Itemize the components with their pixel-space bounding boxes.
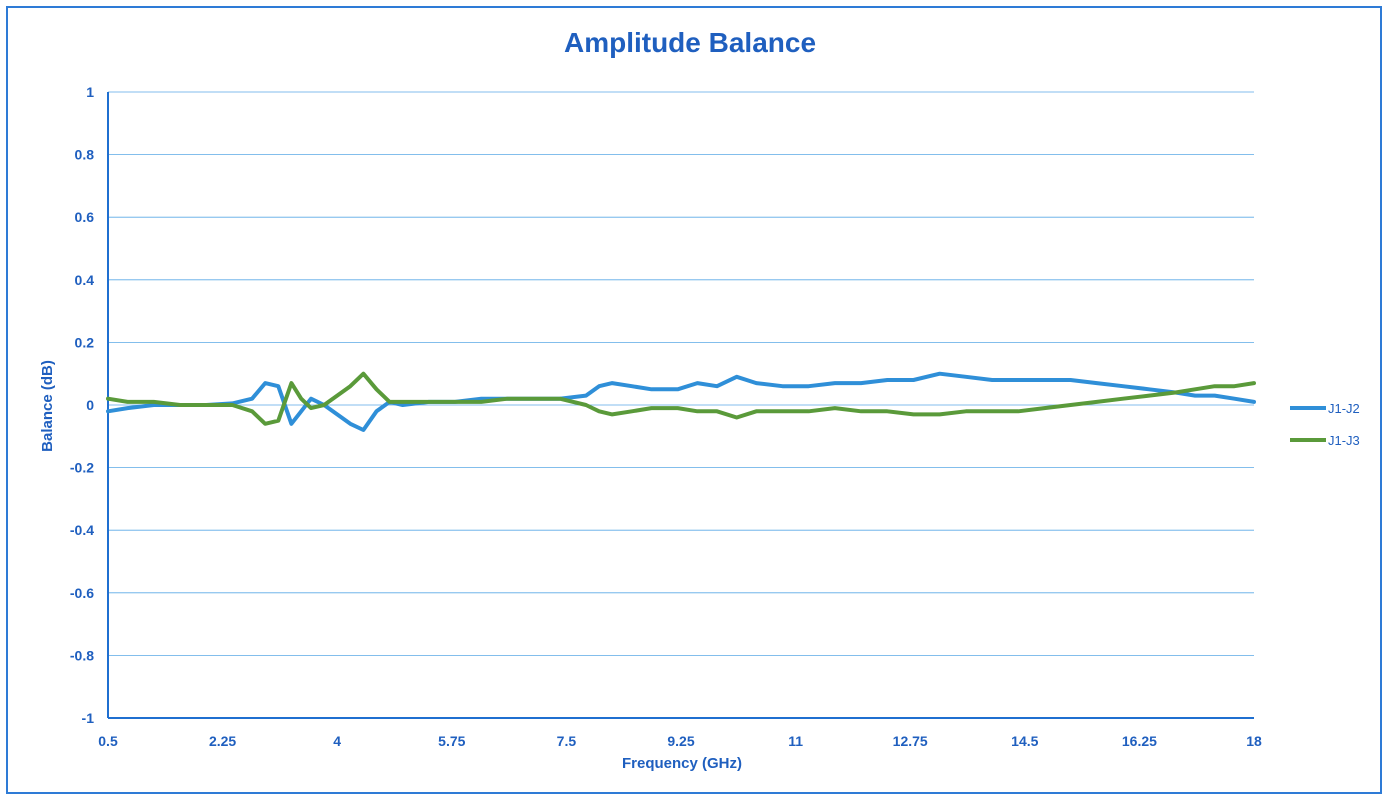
x-tick-label: 4 xyxy=(333,733,341,749)
chart-title: Amplitude Balance xyxy=(564,27,816,58)
x-tick-label: 0.5 xyxy=(98,733,118,749)
y-tick-label: -1 xyxy=(82,710,95,726)
x-tick-label: 11 xyxy=(788,733,803,749)
amplitude-balance-chart: Amplitude Balance 1 0.8 0.6 0.4 0.2 0 -0.2 -0.4… xyxy=(39,27,1360,772)
chart-frame: Amplitude Balance 1 0.8 0.6 0.4 0.2 0 -0.2 -0.4… xyxy=(6,6,1382,794)
series-line-j1-j2 xyxy=(106,371,1256,432)
x-tick-label: 14.5 xyxy=(1011,733,1038,749)
x-tick-label: 5.75 xyxy=(438,733,465,749)
x-tick-label: 2.25 xyxy=(209,733,236,749)
x-tick-label: 12.75 xyxy=(893,733,928,749)
legend: J1-J2 J1-J3 xyxy=(1290,401,1360,448)
x-tick-label: 18 xyxy=(1246,733,1262,749)
x-axis-title: Frequency (GHz) xyxy=(622,755,742,772)
y-tick-label: 0 xyxy=(86,397,94,413)
x-tick-label: 16.25 xyxy=(1122,733,1157,749)
y-tick-label: 0.4 xyxy=(75,272,95,288)
series-line-j1-j3 xyxy=(106,371,1256,426)
x-tick-label: 9.25 xyxy=(667,733,694,749)
y-axis-title: Balance (dB) xyxy=(39,360,56,452)
y-tick-label: 1 xyxy=(86,84,94,100)
legend-label-j1-j3: J1-J3 xyxy=(1328,433,1360,448)
y-tick-label: -0.6 xyxy=(70,585,94,601)
y-tick-label: 0.8 xyxy=(75,147,95,163)
axes: 1 0.8 0.6 0.4 0.2 0 -0.2 -0.4 -0.6 -0.8 -10.5 2.25 4… xyxy=(70,84,1262,749)
y-tick-label: -0.8 xyxy=(70,647,94,663)
x-tick-label: 7.5 xyxy=(557,733,577,749)
y-tick-label: 0.2 xyxy=(75,334,95,350)
legend-label-j1-j2: J1-J2 xyxy=(1328,401,1360,416)
series-lines xyxy=(106,371,1256,432)
y-tick-label: -0.2 xyxy=(70,460,94,476)
y-tick-label: -0.4 xyxy=(70,522,94,538)
y-tick-label: 0.6 xyxy=(75,209,95,225)
